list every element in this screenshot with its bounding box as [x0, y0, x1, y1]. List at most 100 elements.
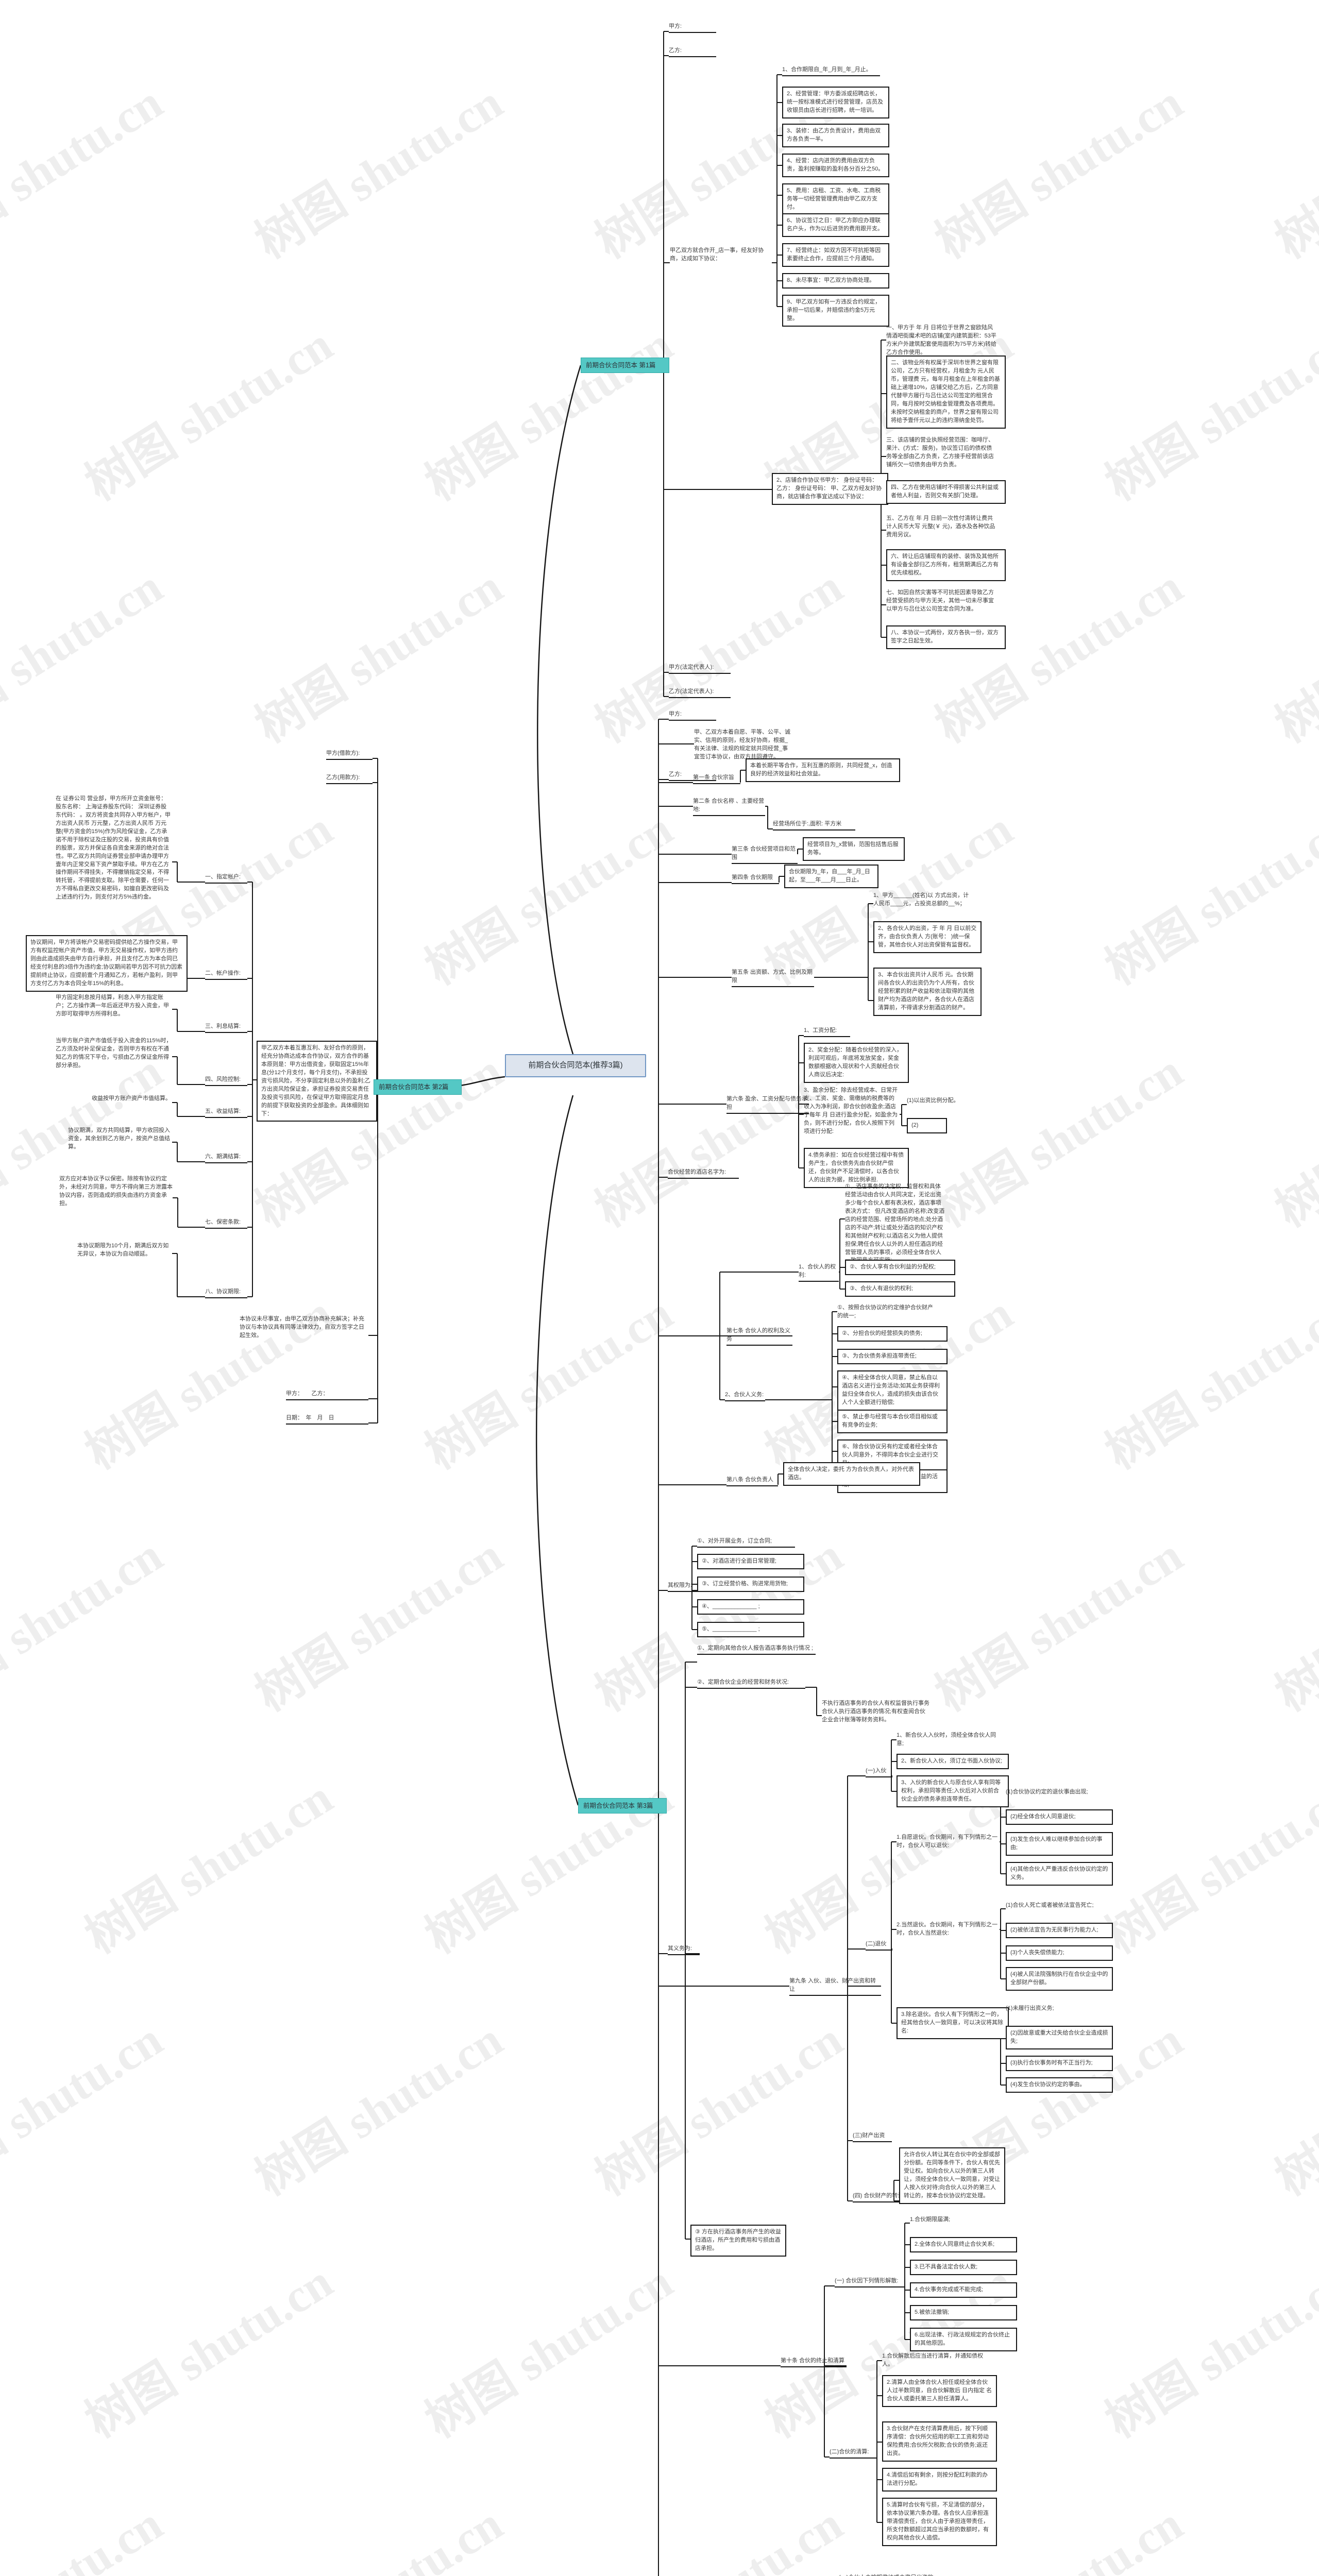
- node-subitem[interactable]: ⑤、禁止参与经营与本合伙项目相似或有竞争的业务;: [837, 1410, 948, 1433]
- node-subitem[interactable]: 2.清算人由全体合伙人担任或经全体合伙人过半数同意，自合伙解散后 日内指定 名合…: [882, 2375, 997, 2407]
- branch-article-1[interactable]: 前期合伙合同范本 第1篇: [581, 358, 669, 374]
- node-sec-term[interactable]: 八、协议期限:: [205, 1288, 247, 1298]
- node-subitem[interactable]: (1)以出资比例分配。: [907, 1097, 959, 1104]
- node-contribution[interactable]: (三)财产出资: [853, 2132, 892, 2142]
- node-subitem[interactable]: ②、合伙人享有合伙利益的分配权;: [845, 1260, 955, 1275]
- node-subitem[interactable]: 1.自愿退伙。合伙期间，有下列情形之一时，合伙人可以退伙:: [897, 1834, 998, 1849]
- node-subitem[interactable]: ②、定期合伙企业的经营和财务状况:: [697, 1679, 805, 1689]
- node-jiafang[interactable]: 甲方:: [669, 710, 716, 721]
- node-subitem[interactable]: 2.全体合伙人同意终止合伙关系;: [910, 2237, 1017, 2252]
- node-subitem[interactable]: 1.合伙期限届满;: [910, 2216, 951, 2223]
- node-detail[interactable]: 允许合伙人转让其在合伙中的全部或部分份额。在同等条件下，合伙人有优先受让权。如向…: [899, 2147, 1005, 2204]
- node-item[interactable]: 4、经营：店内进货的费用由双方负责，盈利按赚取的盈利各分百分之50。: [782, 154, 889, 177]
- node-item[interactable]: 3、本合伙出资共计人民币 元。合伙期间各合伙人的出资仍为个人所有，合伙经营积累的…: [873, 968, 982, 1016]
- node-sign-jia[interactable]: 甲方(法定代表人):: [669, 664, 731, 674]
- node-item[interactable]: 3、装修：由乙方负责设计，费用由双方各负责一半。: [782, 124, 889, 147]
- node-item[interactable]: 5、费用：店租、工资、水电、工商税务等一切经营管理费用由甲乙双方支付。: [782, 183, 889, 215]
- node-item[interactable]: 四、乙方在使用店铺时不得损害公共利益或者他人利益，否则交有关部门处理。: [886, 480, 1006, 504]
- node-quit[interactable]: (二)退伙: [866, 1940, 892, 1951]
- node-item[interactable]: 1、合作期限自_年_月到_年_月止。: [782, 66, 880, 76]
- node-subitem[interactable]: ①、按照合伙协议的约定维护合伙财产的统一;: [837, 1304, 933, 1319]
- node-agreement-2[interactable]: 2、店铺合作协议书甲方： 身份证号码： 乙方： 身份证号码： 甲、乙双方经友好协…: [772, 473, 888, 505]
- node-duties[interactable]: 2、合伙人义务:: [725, 1391, 765, 1401]
- node-subitem[interactable]: 4.合伙事务完成或不能完成;: [910, 2282, 1017, 2298]
- node-detail[interactable]: 协议期间，甲方将该帐户交易密码提供给乙方操作交易，甲方有权监控帐户资产市值，甲方…: [26, 935, 188, 992]
- node-subsubitem[interactable]: (2)经全体合伙人同意退伙;: [1006, 1809, 1113, 1825]
- node-sign-yi[interactable]: 乙方(法定代表人):: [669, 688, 731, 698]
- node-subitem[interactable]: 2、新合伙人入伙，须订立书面入伙协议;: [897, 1754, 1009, 1769]
- node-item[interactable]: 1、甲方______(姓名)以 方式出资，计人民币____元，占投资总额的__%…: [873, 892, 969, 907]
- node-detail[interactable]: 在 证券公司 营业部，甲方所开立资金账号：股东名称： 上海证券股东代码： 深圳证…: [56, 795, 171, 901]
- node-item[interactable]: 6、协议签订之日：甲乙方即应办理联名户头，作为以后进货的费用跟开支。: [782, 213, 889, 237]
- node-art8[interactable]: 第八条 合伙负责人: [726, 1476, 778, 1486]
- node-art6[interactable]: 第六条 盈余、工资分配与债务承担: [726, 1095, 809, 1114]
- node-subitem[interactable]: (一)合伙人未按期缴纳或未缴足出资的，应当赔偿由此给其他合伙人造成的损失;如果逾…: [839, 2573, 944, 2576]
- node-subsubitem[interactable]: (3)执行合伙事务时有不正当行为;: [1006, 2056, 1113, 2071]
- node-art1[interactable]: 第一条 合伙宗旨: [693, 774, 740, 784]
- node-item[interactable]: 二、该物业所有权属于深圳市世界之窗有限公司，乙方只有经营权，月租金为 元人民币，…: [886, 355, 1006, 429]
- node-subitem[interactable]: ③、为合伙债务承担连带责任;: [837, 1349, 948, 1364]
- node-subsubitem[interactable]: (4)其他合伙人严重违反合伙协议约定的义务。: [1006, 1862, 1113, 1886]
- node-item[interactable]: 五、乙方在 年 月 日前一次性付清转让费共计人民币大写 元整(￥ 元)，酒水及各…: [886, 515, 995, 538]
- node-item[interactable]: 一、甲方于 年 月 日将位于世界之窗欧陆风情酒吧街魔术吧的店铺(室内建筑面积：5…: [886, 325, 996, 355]
- node-subitem[interactable]: ②、分担合伙的经营损失的债务;: [837, 1326, 948, 1342]
- node-subitem[interactable]: 4.清偿后如有剩余，则按分配红利款的办法进行分配。: [882, 2468, 997, 2492]
- node-art5[interactable]: 第五条 出资额、方式、比例及期限: [732, 969, 814, 987]
- node-subsubitem[interactable]: (1)未履行出资义务;: [1006, 2005, 1054, 2011]
- node-subitem[interactable]: ③ 方在执行酒店事务所产生的收益归酒店，所产生的费用和亏损由酒店承担。: [690, 2225, 786, 2257]
- node-subitem[interactable]: 1、新合伙人入伙时，须经全体合伙人同意;: [897, 1732, 996, 1747]
- node-detail[interactable]: 当甲方账户资产市值低于投入资金的115%时，乙方须及时补足保证金，否则甲方有权在…: [56, 1038, 172, 1069]
- node-sec-income[interactable]: 五、收益结算:: [205, 1108, 247, 1118]
- central-topic[interactable]: 前期合伙合同范本(推荐3篇): [505, 1054, 646, 1077]
- node-sec-account[interactable]: 一、指定帐户:: [205, 873, 247, 884]
- node-subitem[interactable]: 3.合伙财产在支付清算费用后，按下列顺序清偿：合伙所欠招用的职工工资和劳动保险费…: [882, 2421, 997, 2462]
- node-item[interactable]: 4.债务承担：如在合伙经营过程中有债务产生，合伙债务先由合伙财产偿还，合伙财产不…: [804, 1148, 909, 1188]
- node-jiafang-lender[interactable]: 甲方(借款方):: [326, 750, 373, 760]
- node-subitem[interactable]: ③、合伙人有退伙的权利;: [845, 1281, 955, 1297]
- node-item[interactable]: 7、经营终止：如双方因不可抗拒等因素要终止合作，应提前三个月通知。: [782, 243, 889, 267]
- node-subitem[interactable]: 3.已不具备法定合伙人数;: [910, 2260, 1017, 2275]
- node-detail[interactable]: 全体合伙人决定，委托 方为合伙负责人，对外代表酒店。: [783, 1462, 920, 1486]
- node-subitem[interactable]: 5.被依法撤销;: [910, 2305, 1017, 2320]
- node-item[interactable]: 三、该店铺的营业执照经营范围：咖啡厅、果汁、(方式：服务)，协议签订后的债权债务…: [886, 437, 994, 468]
- node-yifang-borrower[interactable]: 乙方(用款方):: [326, 774, 373, 784]
- node-preamble[interactable]: 甲、乙双方本着自愿、平等、公平、诚实、信用的原则，经友好协商，根据_有关法律、法…: [694, 729, 790, 760]
- node-item[interactable]: 六、转让后店铺现有的装修、装饰及其他所有设备全部归乙方所有，租赁期满后乙方有优先…: [886, 549, 1006, 581]
- node-subsubitem[interactable]: (4)发生合伙协议约定的事由。: [1006, 2077, 1113, 2093]
- node-liquidate[interactable]: (二)合伙的清算:: [830, 2448, 877, 2459]
- node-detail[interactable]: 合伙期限为_年，自___年_月_日起，至___年___月___日止。: [784, 865, 878, 888]
- node-item[interactable]: 2、各合伙人的出资，于 年 月 日以前交齐，由合伙负责人 方(账号： )统一保管…: [873, 921, 982, 953]
- node-detail[interactable]: 本协议期限为10个月，期满后双方如无异议，本协议为自动顺延。: [77, 1243, 169, 1257]
- node-dissolve[interactable]: (一) 合伙因下列情形解散:: [835, 2277, 905, 2287]
- node-art10[interactable]: 第十条 合伙的终止和清算: [781, 2357, 847, 2367]
- node-yifang[interactable]: 乙方:: [669, 771, 716, 781]
- node-subitem[interactable]: ③、订立经营价格、购进常用货物;: [697, 1577, 804, 1592]
- node-detail[interactable]: 协议期满，双方共同结算，甲方收回投入资金，其余划到乙方账户，按资产总值结算。: [68, 1127, 170, 1150]
- node-art2[interactable]: 第二条 合伙名称 、主要经营地:: [693, 798, 765, 816]
- node-detail[interactable]: 双方应对本协议予以保密。除按有协议约定外，未经对方同意，甲方不得向第三方泄露本协…: [59, 1176, 173, 1207]
- node-subsubitem[interactable]: (1)合伙人死亡或者被依法宣告死亡;: [1006, 1902, 1094, 1908]
- node-item[interactable]: 1、工资分配:: [804, 1027, 850, 1037]
- node-item[interactable]: 9、甲乙双方如有一方违反合约规定，承担一切后果，并赔偿违约金5万元整。: [782, 295, 889, 327]
- node-subitem[interactable]: ①、酒店事务的决定权、监督权和具体经营活动由合伙人共同决定，无论出资多少每个合伙…: [845, 1183, 945, 1263]
- node-subitem[interactable]: 2.当然退伙。合伙期间，有下列情形之一时，合伙人当然退伙:: [897, 1922, 998, 1936]
- node-subitem[interactable]: 3.除名退伙。合伙人有下列情形之一的，经其他合伙人一致同意，可以决议将其除名:: [897, 2007, 1009, 2039]
- node-subitem[interactable]: 3、入伙的新合伙人与原合伙人享有同等权利，承担同等责任;入伙后对入伙前合伙企业的…: [897, 1775, 1009, 1807]
- node-hotel-name[interactable]: 合伙经营的酒店名字为:: [668, 1168, 739, 1179]
- node-sec-interest[interactable]: 三、利息结算:: [205, 1023, 247, 1033]
- node-subsubitem[interactable]: (2)被依法宣告为无民事行为能力人;: [1006, 1923, 1113, 1938]
- node-subitem[interactable]: ④、______________ ;: [697, 1599, 804, 1615]
- node-art9[interactable]: 第九条 入伙、退伙、财产出资和转让: [789, 1977, 881, 1996]
- node-subsubitem[interactable]: (1)合伙协议约定的退伙事由出现;: [1006, 1789, 1088, 1795]
- node-sec-risk[interactable]: 四、风险控制:: [205, 1076, 247, 1086]
- node-item[interactable]: 七、如因自然灾害等不可抗拒因素导致乙方经营受损的与甲方无关，其他一切未尽事宜以甲…: [886, 589, 994, 612]
- node-detail[interactable]: 本着长期平等合作，互利互惠的原则，共同经营_x，创造良好的经济效益和社会效益。: [746, 758, 900, 782]
- node-subsubitem[interactable]: (3)个人丧失偿债能力;: [1006, 1945, 1113, 1961]
- node-detail[interactable]: 经营项目为_x营销，范围包括售后服务等。: [803, 837, 905, 861]
- node-obligations[interactable]: 其义务为:: [668, 1945, 700, 1955]
- node-yifang[interactable]: 乙方:: [669, 47, 716, 57]
- node-subitem[interactable]: ⑤、______________ ;: [697, 1622, 804, 1637]
- node-subsubitem[interactable]: (3)发生合伙人难以继续参加合伙的事由;: [1006, 1832, 1113, 1856]
- node-sign-row[interactable]: 甲方： 乙方：: [286, 1390, 368, 1400]
- node-art7[interactable]: 第七条 合伙人的权利及义务: [726, 1327, 792, 1346]
